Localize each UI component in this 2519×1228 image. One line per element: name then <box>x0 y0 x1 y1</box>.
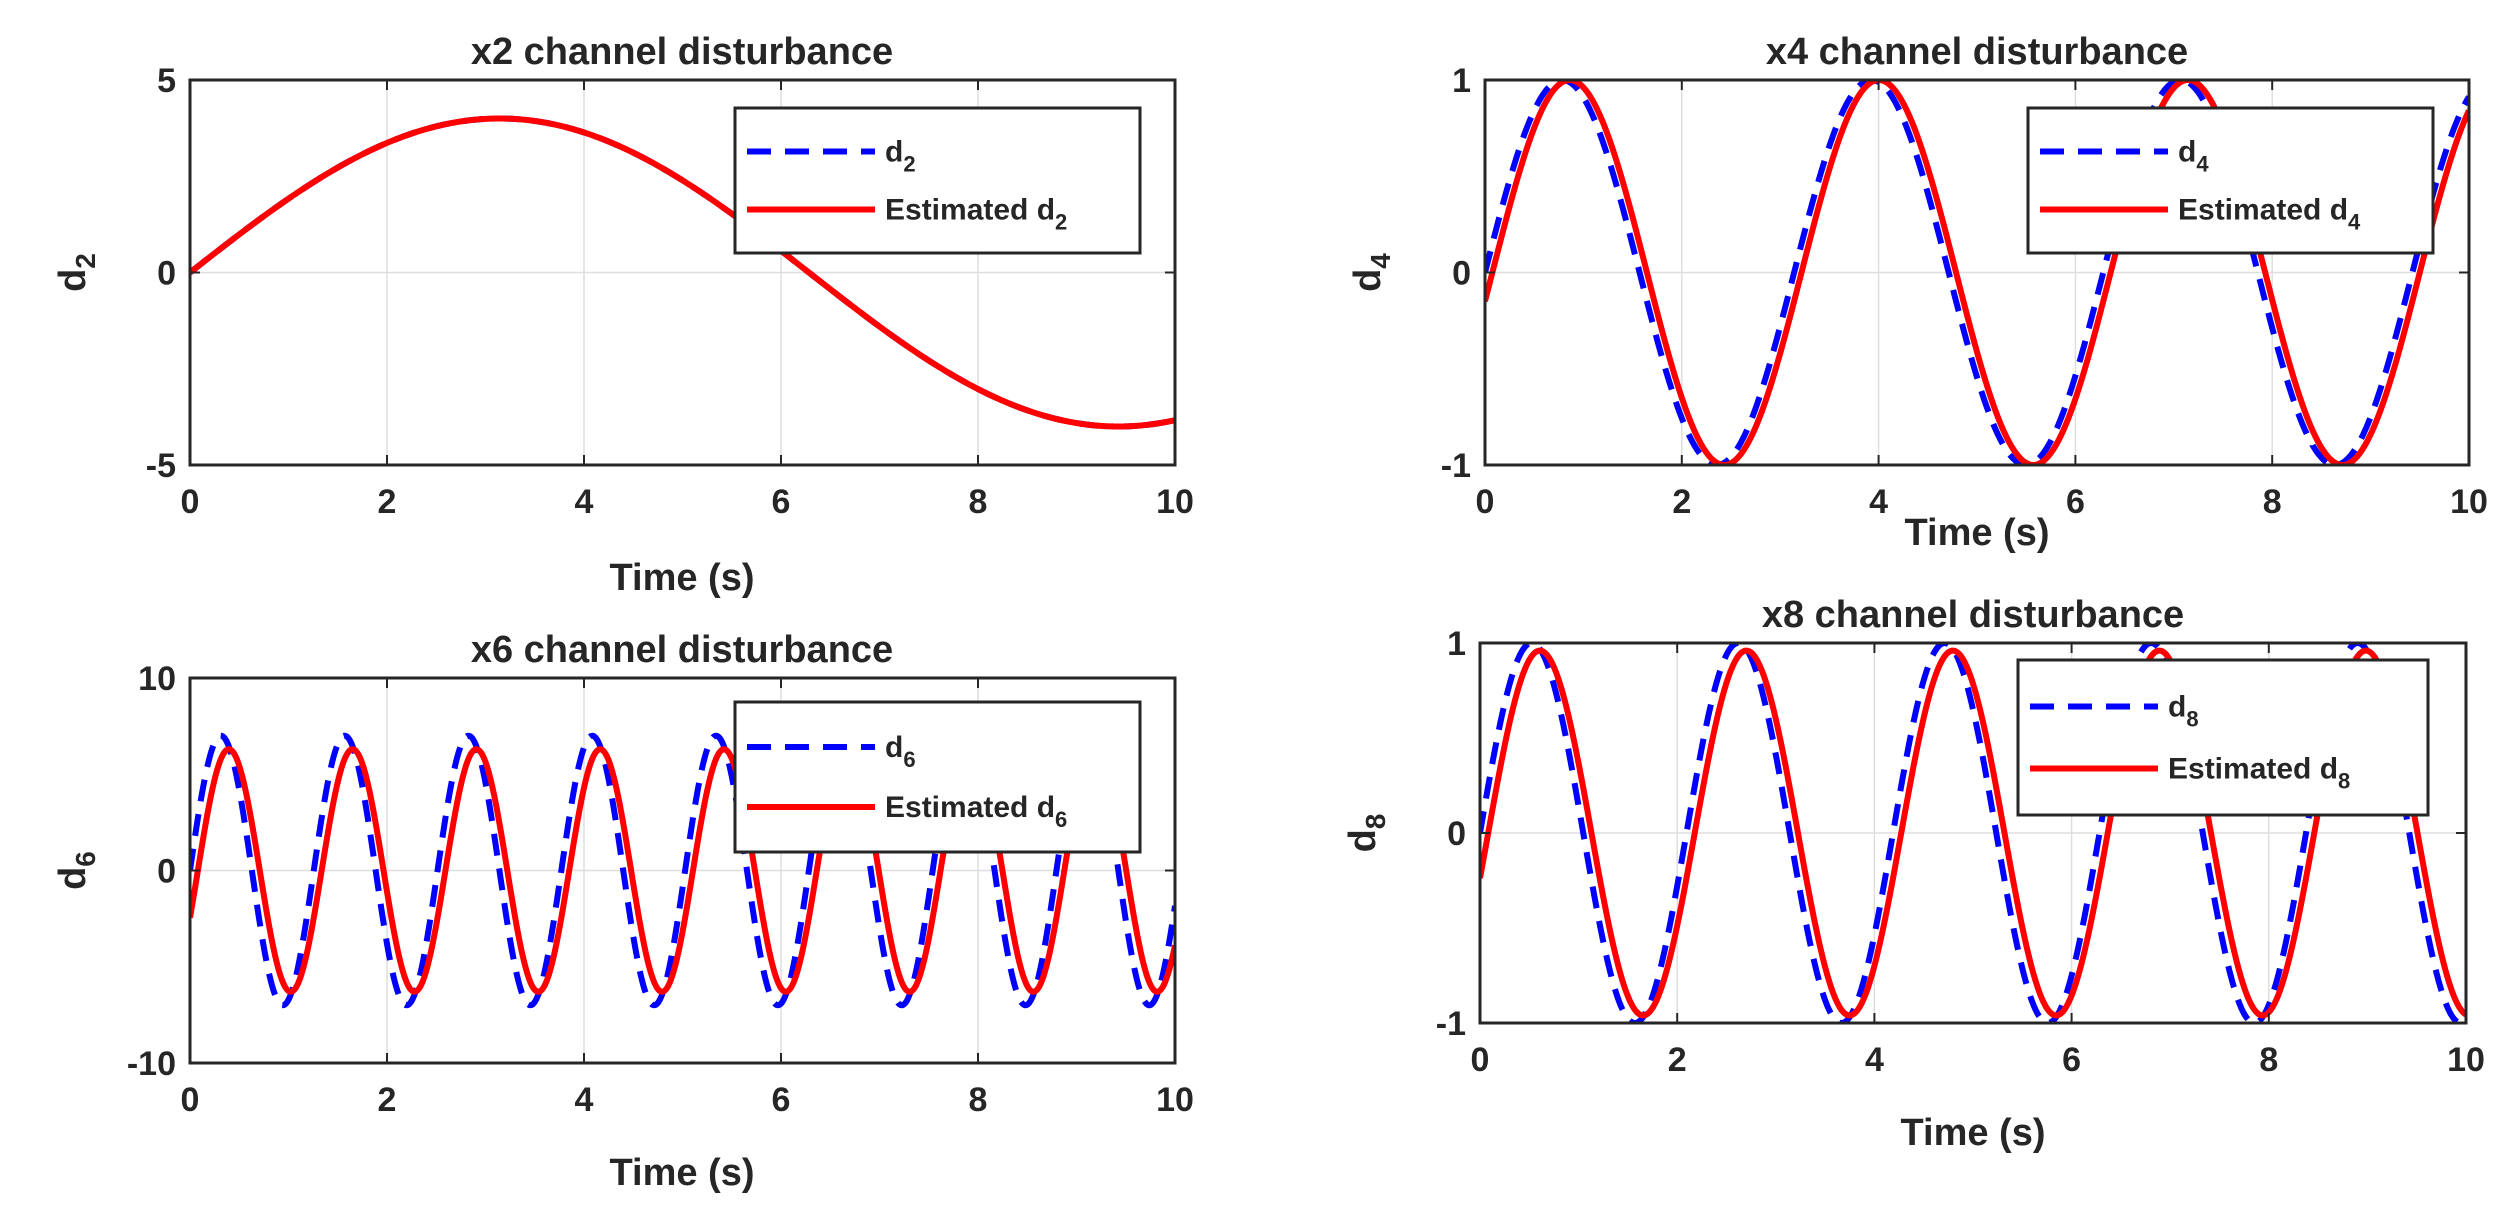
legend-label-estimated-d: Estimated d2 <box>885 194 1067 235</box>
legend: d6 Estimated d6 <box>733 700 1142 854</box>
x-tick-label: 0 <box>1471 1041 1490 1079</box>
x-tick-label: 0 <box>181 1081 200 1119</box>
y-tick-label: -5 <box>146 447 176 485</box>
x-tick-label: 6 <box>2066 483 2085 521</box>
y-axis-label: d4 <box>1347 253 1396 292</box>
x-tick-label: 0 <box>1476 483 1495 521</box>
legend: d8 Estimated d8 <box>2016 658 2430 817</box>
legend-label-d: d6 <box>885 731 916 772</box>
x-tick-label: 8 <box>2259 1041 2278 1079</box>
series-group <box>1485 80 2469 465</box>
y-axis-label: d2 <box>52 253 101 292</box>
legend-box <box>733 700 1142 854</box>
y-axis-label: d6 <box>52 851 101 890</box>
x-tick-label: 4 <box>575 1081 594 1119</box>
series-line-estimated-d <box>1480 647 2466 1019</box>
x-tick-label: 10 <box>2450 483 2488 521</box>
series-group <box>190 115 1175 430</box>
legend-label-estimated-d: Estimated d6 <box>885 791 1067 832</box>
y-tick-label: 1 <box>1447 625 1466 663</box>
series-line-estimated-d <box>190 746 1175 995</box>
legend-box <box>2026 106 2435 255</box>
x-tick-label: 2 <box>378 483 397 521</box>
chart-title: x4 channel disturbance <box>1766 31 2188 73</box>
y-tick-label: 0 <box>1452 255 1471 293</box>
legend: d4 Estimated d4 <box>2026 106 2435 255</box>
legend-label-d: d2 <box>885 136 916 177</box>
x-tick-label: 2 <box>1672 483 1691 521</box>
legend-label-d: d8 <box>2168 691 2199 732</box>
legend-label-d: d4 <box>2178 136 2209 177</box>
x-tick-label: 0 <box>181 483 200 521</box>
y-tick-label: 5 <box>157 62 176 100</box>
y-tick-label: 0 <box>157 255 176 293</box>
x-tick-label: 10 <box>1156 483 1194 521</box>
y-axis-label: d8 <box>1342 814 1391 853</box>
legend-box <box>2016 658 2430 817</box>
chart-title: x2 channel disturbance <box>471 31 893 73</box>
y-tick-label: -1 <box>1441 447 1471 485</box>
x-tick-label: 8 <box>969 1081 988 1119</box>
series-group <box>1480 643 2466 1023</box>
x-tick-label: 2 <box>1668 1041 1687 1079</box>
y-tick-label: 0 <box>1447 815 1466 853</box>
legend: d2 Estimated d2 <box>733 106 1142 255</box>
x-tick-label: 10 <box>1156 1081 1194 1119</box>
legend-label-estimated-d: Estimated d4 <box>2178 194 2361 235</box>
x-tick-label: 4 <box>1865 1041 1884 1079</box>
x-tick-label: 8 <box>2263 483 2282 521</box>
y-tick-label: -10 <box>127 1045 176 1083</box>
legend-box <box>733 106 1142 255</box>
x-tick-label: 2 <box>378 1081 397 1119</box>
y-tick-label: 10 <box>138 660 176 698</box>
x-tick-label: 4 <box>1869 483 1888 521</box>
chart-title: x8 channel disturbance <box>1762 594 2184 636</box>
series-group <box>190 732 1175 1009</box>
y-tick-label: -1 <box>1436 1005 1466 1043</box>
x-tick-label: 6 <box>2062 1041 2081 1079</box>
chart-title: x6 channel disturbance <box>471 629 893 671</box>
x-axis-label: Time (s) <box>609 1152 754 1194</box>
x-axis-label: Time (s) <box>1904 512 2049 554</box>
x-axis-label: Time (s) <box>609 557 754 599</box>
x-axis-label: Time (s) <box>1900 1112 2045 1154</box>
x-tick-label: 10 <box>2447 1041 2485 1079</box>
y-tick-label: 1 <box>1452 62 1471 100</box>
x-tick-label: 6 <box>772 483 791 521</box>
series-line-estimated-d <box>1485 80 2469 465</box>
series-line-d <box>1485 80 2469 465</box>
x-tick-label: 6 <box>772 1081 791 1119</box>
legend-label-estimated-d: Estimated d8 <box>2168 753 2350 794</box>
x-tick-label: 4 <box>575 483 594 521</box>
x-tick-label: 8 <box>969 483 988 521</box>
series-line-estimated-d <box>190 115 1175 430</box>
y-tick-label: 0 <box>157 853 176 891</box>
